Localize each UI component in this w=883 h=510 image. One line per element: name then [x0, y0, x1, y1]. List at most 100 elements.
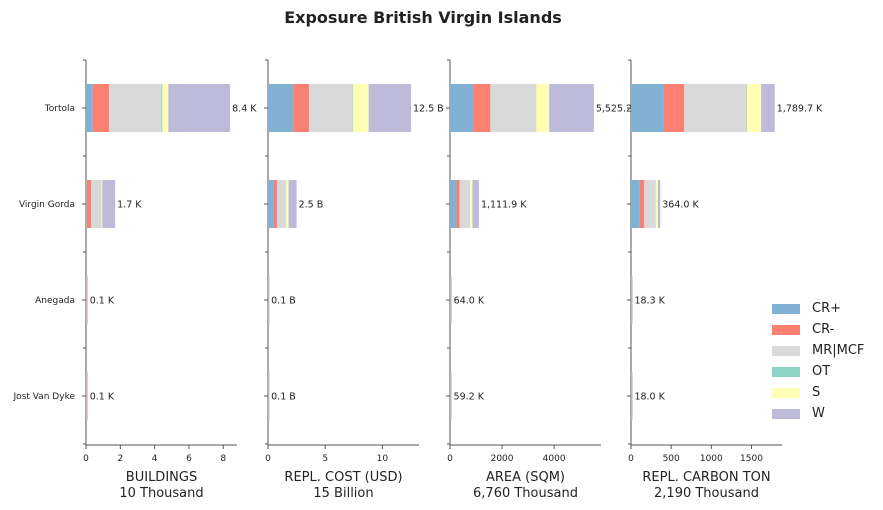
- bar-segment-w: [451, 372, 452, 420]
- x-tick-label: 8: [220, 454, 226, 464]
- x-axis-sublabel: 2,190 Thousand: [654, 486, 759, 501]
- y-tick-label: Tortola: [44, 104, 75, 114]
- legend-label: OT: [812, 364, 831, 379]
- x-axis-label: AREA (SQM): [486, 470, 565, 485]
- bar-segment-w: [268, 372, 270, 420]
- chart-title: Exposure British Virgin Islands: [284, 8, 562, 27]
- bar-value-label: 64.0 K: [454, 296, 485, 307]
- bar-segment-w: [549, 84, 594, 132]
- legend-item: W: [772, 403, 864, 424]
- bar-segment-w: [472, 180, 479, 228]
- bar-segment-cr-: [86, 276, 87, 324]
- bar-value-label: 1,789.7 K: [777, 104, 823, 115]
- bar-value-label: 18.0 K: [634, 392, 665, 403]
- bar-segment-mr-mcf: [644, 180, 656, 228]
- x-tick-label: 10: [377, 454, 389, 464]
- bar-segment-s: [162, 84, 169, 132]
- bar-segment-mr-mcf: [490, 84, 536, 132]
- bar-segment-cr-: [86, 84, 93, 132]
- legend-item: CR+: [772, 298, 864, 319]
- bar-segment-w: [761, 84, 775, 132]
- x-axis-sublabel: 10 Thousand: [119, 486, 203, 501]
- y-tick-label: Anegada: [35, 296, 75, 306]
- x-tick-label: 1000: [700, 454, 723, 464]
- legend-swatch: [772, 387, 800, 398]
- bar-segment-s: [536, 84, 550, 132]
- x-tick-label: 2000: [491, 454, 514, 464]
- chart-panel-1: Tortola Virgin Gorda Anegada Jost Van Dyke 0…: [13, 59, 257, 501]
- bar-value-label: 5,525.2: [596, 104, 632, 115]
- bar-segment-cr-: [86, 180, 87, 228]
- bar-value-label: 12.5 B: [413, 104, 444, 115]
- bar-segment-ot: [161, 84, 163, 132]
- bar-segment-s: [101, 180, 103, 228]
- bar-segment-w: [268, 276, 270, 324]
- legend-item: S: [772, 382, 864, 403]
- bar-segment-cr-: [663, 84, 685, 132]
- bar-value-label: 0.1 B: [271, 296, 296, 307]
- x-axis-label: BUILDINGS: [126, 470, 197, 485]
- bar-segment-s: [470, 180, 473, 228]
- x-axis-label: REPL. COST (USD): [284, 470, 402, 485]
- bar-segment-w: [451, 276, 452, 324]
- bar-segment-w: [368, 84, 411, 132]
- x-tick-label: 4: [152, 454, 158, 464]
- bar-value-label: 59.2 K: [454, 392, 485, 403]
- bar-segment-cr-: [92, 84, 110, 132]
- x-axis-sublabel: 15 Billion: [313, 486, 373, 501]
- bar-segment-ot: [352, 84, 354, 132]
- bar-segment-w: [87, 276, 88, 324]
- bar-segment-cr-: [450, 276, 451, 324]
- bar-segment-w: [632, 276, 633, 324]
- x-tick-label: 0: [265, 454, 271, 464]
- legend-item: OT: [772, 361, 864, 382]
- x-tick-label: 2: [117, 454, 123, 464]
- bar-value-label: 0.1 B: [271, 392, 296, 403]
- legend-label: W: [812, 406, 825, 421]
- x-tick-label: 1500: [740, 454, 763, 464]
- x-tick-label: 4000: [543, 454, 566, 464]
- x-tick-label: 5: [322, 454, 328, 464]
- bar-value-label: 2.5 B: [299, 200, 324, 211]
- bar-segment-cr-: [268, 372, 269, 420]
- bar-value-label: 0.1 K: [90, 296, 115, 307]
- bar-segment-mr-mcf: [86, 372, 88, 420]
- y-tick-label: Virgin Gorda: [19, 200, 75, 210]
- bar-value-label: 0.1 K: [90, 392, 115, 403]
- bar-segment-mr-mcf: [450, 372, 452, 420]
- bar-segment-w: [102, 180, 116, 228]
- bar-segment-cr-: [631, 276, 632, 324]
- bar-segment-mr-mcf: [277, 180, 287, 228]
- bar-segment-cr-: [273, 180, 278, 228]
- bar-segment-w: [288, 180, 297, 228]
- legend-swatch: [772, 303, 800, 314]
- bar-segment-mr-mcf: [450, 276, 452, 324]
- bar-segment-w: [632, 372, 633, 420]
- bar-segment-cr-: [456, 180, 460, 228]
- bar-segment-cr-: [631, 180, 640, 228]
- legend-label: CR-: [812, 322, 835, 337]
- bar-segment-cr-: [450, 180, 457, 228]
- bar-segment-mr-mcf: [459, 180, 471, 228]
- legend: CR+ CR- MR|MCF OT S W: [772, 298, 864, 424]
- bar-segment-w: [87, 372, 88, 420]
- legend-label: CR+: [812, 301, 842, 316]
- bar-segment-cr-: [268, 276, 269, 324]
- bar-segment-mr-mcf: [309, 84, 353, 132]
- bar-segment-cr-: [639, 180, 645, 228]
- bar-segment-mr-mcf: [631, 276, 633, 324]
- legend-item: MR|MCF: [772, 340, 864, 361]
- legend-swatch: [772, 408, 800, 419]
- bar-segment-cr-: [86, 180, 92, 228]
- x-tick-label: 500: [663, 454, 680, 464]
- bar-segment-cr-: [450, 84, 474, 132]
- bar-segment-w: [168, 84, 231, 132]
- bar-segment-mr-mcf: [631, 372, 633, 420]
- legend-swatch: [772, 345, 800, 356]
- bar-segment-s: [655, 180, 658, 228]
- bar-value-label: 1.7 K: [117, 200, 142, 211]
- bar-segment-mr-mcf: [684, 84, 747, 132]
- bar-segment-cr-: [450, 372, 451, 420]
- bar-segment-s: [353, 84, 369, 132]
